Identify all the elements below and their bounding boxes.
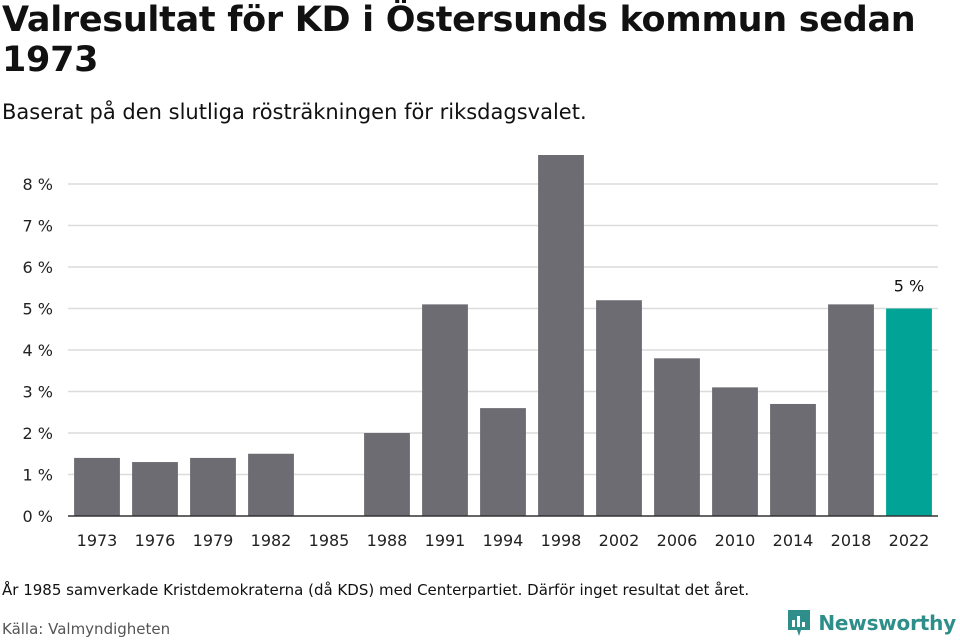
chart-title: Valresultat för KD i Östersunds kommun s… xyxy=(2,0,916,80)
footnote: År 1985 samverkade Kristdemokraterna (då… xyxy=(2,581,750,599)
x-tick-label: 1973 xyxy=(77,531,118,550)
source-text: Källa: Valmyndigheten xyxy=(2,620,171,638)
bar-1982 xyxy=(248,453,294,516)
x-tick-label: 2018 xyxy=(831,531,872,550)
y-tick-label: 5 % xyxy=(23,300,53,319)
y-tick-label: 8 % xyxy=(23,175,53,194)
x-tick-label: 2014 xyxy=(773,531,814,550)
x-tick-label: 2002 xyxy=(599,531,640,550)
bar-1976 xyxy=(132,462,178,516)
y-tick-label: 2 % xyxy=(23,424,53,443)
bar-chart: 0 % 1 % 2 % 3 % 4 % 5 % 6 % 7 % 8 % 1973 1976 1979 1… xyxy=(23,155,938,550)
labels: 0 % 1 % 2 % 3 % 4 % 5 % 6 % 7 % 8 % 1973 1976 1979 1… xyxy=(23,175,930,550)
brand-logo: Newsworthy xyxy=(786,608,956,638)
chart-subtitle: Baserat på den slutliga rösträkningen fö… xyxy=(2,100,587,124)
x-tick-label: 1988 xyxy=(367,531,408,550)
x-tick-label: 1982 xyxy=(251,531,292,550)
bars xyxy=(74,155,932,516)
x-tick-label: 1991 xyxy=(425,531,466,550)
x-tick-label: 1998 xyxy=(541,531,582,550)
y-tick-label: 0 % xyxy=(23,507,53,526)
gridlines xyxy=(68,183,938,476)
x-tick-label: 1994 xyxy=(483,531,524,550)
x-tick-label: 1979 xyxy=(193,531,234,550)
data-label-2022: 5 % xyxy=(894,277,924,296)
y-tick-label: 3 % xyxy=(23,383,53,402)
y-tick-label: 1 % xyxy=(23,466,53,485)
bar-1998 xyxy=(538,155,584,516)
bar-1979 xyxy=(190,457,236,516)
x-tick-label: 2022 xyxy=(889,531,930,550)
bar-1991 xyxy=(422,304,468,516)
bar-2022 xyxy=(886,308,932,516)
y-tick-label: 4 % xyxy=(23,341,53,360)
x-tick-label: 1976 xyxy=(135,531,176,550)
bar-1973 xyxy=(74,457,120,516)
y-tick-label: 7 % xyxy=(23,217,53,236)
bar-1988 xyxy=(364,433,410,516)
newsworthy-logo-icon xyxy=(788,610,811,636)
x-tick-label: 2006 xyxy=(657,531,698,550)
bar-1994 xyxy=(480,408,526,516)
bar-2018 xyxy=(828,304,874,516)
bar-2006 xyxy=(654,358,700,516)
bar-2002 xyxy=(596,300,642,516)
bar-2014 xyxy=(770,403,816,516)
x-tick-label: 1985 xyxy=(309,531,350,550)
x-tick-label: 2010 xyxy=(715,531,756,550)
bar-2010 xyxy=(712,387,758,516)
y-tick-label: 6 % xyxy=(23,258,53,277)
brand-name: Newsworthy xyxy=(818,611,956,635)
